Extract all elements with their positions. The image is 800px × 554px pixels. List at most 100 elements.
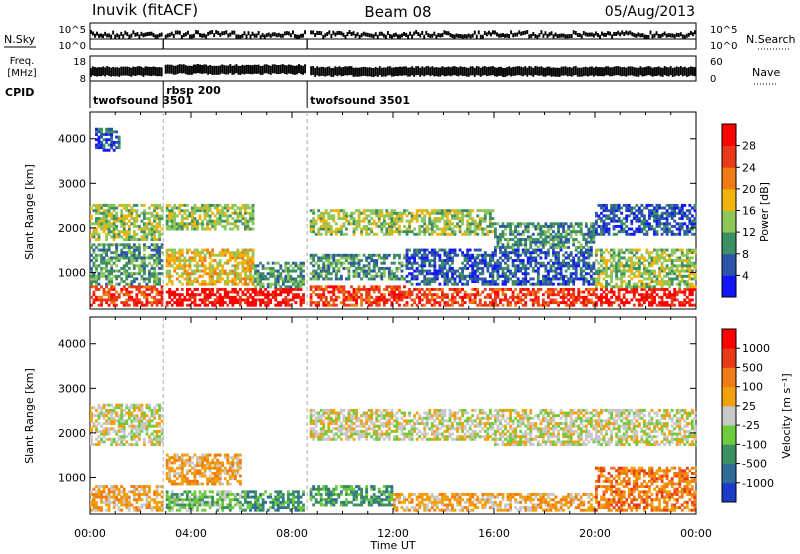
range-cell	[198, 209, 202, 213]
nave-tick-top: 60	[710, 57, 723, 68]
range-cell	[567, 227, 571, 231]
range-cell	[332, 266, 336, 270]
range-cell	[286, 301, 290, 305]
freq-sample	[421, 66, 424, 76]
range-cell	[496, 235, 500, 239]
range-cell	[274, 303, 278, 307]
range-cell	[627, 232, 631, 236]
range-cell	[637, 264, 641, 268]
range-cell	[357, 214, 361, 218]
range-cell	[117, 217, 121, 220]
range-cell	[203, 290, 207, 294]
range-cell	[390, 211, 394, 215]
range-cell	[145, 293, 149, 297]
range-cell	[206, 222, 209, 226]
range-cell	[453, 282, 457, 286]
range-cell	[385, 253, 389, 257]
range-cell	[600, 298, 603, 302]
range-cell	[125, 209, 129, 213]
range-cell	[274, 280, 278, 284]
range-cell	[110, 140, 114, 144]
nsky-sample	[176, 30, 179, 35]
range-cell	[228, 206, 232, 210]
range-cell	[637, 269, 641, 273]
range-cell	[137, 253, 141, 257]
range-cell	[185, 290, 189, 294]
range-cell	[451, 232, 454, 236]
nsky-sample	[217, 30, 220, 35]
range-cell	[600, 203, 603, 207]
range-cell	[584, 266, 588, 270]
range-cell	[453, 251, 457, 255]
range-cell	[211, 259, 215, 263]
range-cell	[97, 130, 101, 134]
range-cell	[327, 211, 331, 215]
range-cell	[562, 295, 565, 299]
range-cell	[107, 127, 111, 131]
range-cell	[547, 274, 550, 278]
range-cell	[390, 227, 394, 231]
range-cell	[135, 248, 139, 252]
range-cell	[352, 219, 356, 223]
range-cell	[107, 287, 111, 291]
range-cell	[337, 290, 341, 294]
range-cell	[92, 203, 96, 207]
range-cell	[607, 301, 611, 305]
range-cell	[185, 287, 189, 291]
range-cell	[428, 269, 432, 273]
range-cell	[642, 269, 646, 273]
range-cell	[155, 256, 159, 260]
freq-sample	[685, 67, 688, 77]
range-cell	[148, 256, 151, 260]
range-cell	[206, 248, 209, 252]
range-cell	[433, 298, 437, 302]
nsky-sample	[639, 33, 642, 38]
range-cell	[501, 290, 505, 294]
range-cell	[494, 253, 497, 257]
range-cell	[413, 261, 417, 265]
range-cell	[132, 264, 136, 268]
range-cell	[251, 248, 255, 252]
range-cell	[526, 238, 530, 242]
range-cell	[160, 227, 164, 231]
range-cell	[102, 143, 106, 147]
range-cell	[428, 219, 432, 223]
range-cell	[110, 133, 114, 136]
range-cell	[516, 293, 520, 297]
freq-sample	[461, 67, 464, 77]
range-cell	[100, 274, 103, 278]
range-cell	[440, 272, 444, 276]
range-cell	[375, 301, 379, 305]
range-cell	[350, 211, 353, 215]
range-cell	[451, 259, 454, 263]
range-cell	[198, 214, 202, 218]
range-cell	[233, 203, 237, 207]
range-cell	[140, 230, 144, 234]
nsky-sample	[188, 34, 191, 39]
range-cell	[342, 256, 346, 260]
range-cell	[632, 230, 636, 234]
range-cell	[562, 282, 565, 286]
range-cell	[135, 295, 139, 299]
range-cell	[249, 219, 252, 223]
range-cell	[375, 303, 379, 307]
freq-sample	[673, 67, 676, 77]
range-cell	[223, 214, 227, 218]
range-cell	[246, 266, 250, 270]
range-cell	[476, 232, 480, 236]
range-cell	[554, 222, 558, 226]
range-cell	[279, 274, 283, 278]
range-cell	[579, 266, 583, 270]
range-cell	[478, 209, 482, 213]
range-cell	[259, 280, 262, 284]
range-cell	[600, 295, 603, 299]
range-cell	[637, 248, 641, 252]
range-cell	[499, 240, 502, 244]
range-cell	[473, 298, 477, 302]
range-cell	[496, 293, 500, 297]
range-cell	[476, 290, 480, 294]
range-cell	[569, 272, 573, 276]
range-cell	[602, 269, 606, 273]
range-cell	[559, 235, 563, 239]
range-cell	[261, 266, 265, 270]
